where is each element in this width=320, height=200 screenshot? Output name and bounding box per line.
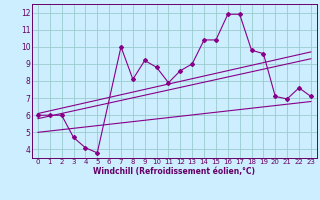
X-axis label: Windchill (Refroidissement éolien,°C): Windchill (Refroidissement éolien,°C) [93, 167, 255, 176]
